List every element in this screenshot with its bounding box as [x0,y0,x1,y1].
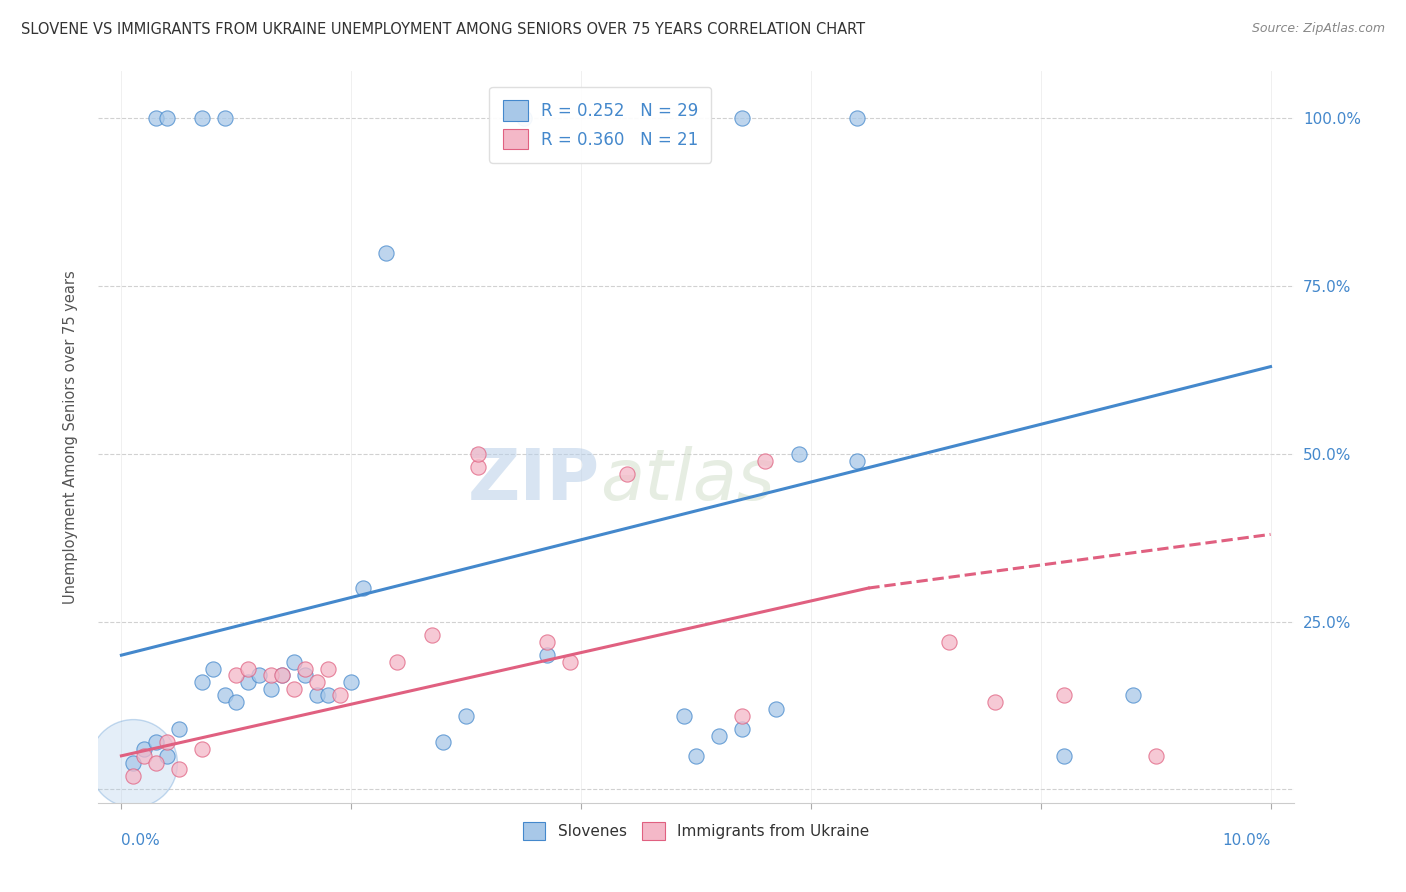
Point [685,748,707,763]
Point [271,668,294,682]
Point [156,112,179,126]
Point [122,756,145,770]
Point [512,112,534,126]
Point [316,662,339,676]
Point [225,668,247,682]
Point [236,662,259,676]
Point [385,655,409,669]
Point [134,742,156,756]
Point [294,662,316,676]
Text: Source: ZipAtlas.com: Source: ZipAtlas.com [1251,22,1385,36]
Text: atlas: atlas [600,447,775,516]
Point [316,689,339,703]
Text: SLOVENE VS IMMIGRANTS FROM UKRAINE UNEMPLOYMENT AMONG SENIORS OVER 75 YEARS CORR: SLOVENE VS IMMIGRANTS FROM UKRAINE UNEMP… [21,22,865,37]
Point [845,453,868,467]
Point [145,756,167,770]
Point [329,689,352,703]
Point [225,695,247,709]
Point [673,708,696,723]
Point [260,681,283,696]
Point [145,112,167,126]
Point [707,729,730,743]
Point [374,245,396,260]
Point [432,735,454,749]
Point [1122,689,1144,703]
Point [1053,689,1076,703]
Point [305,689,328,703]
Point [420,628,443,642]
Text: ZIP: ZIP [468,447,600,516]
Point [558,655,581,669]
Point [122,769,145,783]
Point [283,681,305,696]
Point [191,112,214,126]
Point [202,662,225,676]
Point [616,467,638,481]
Point [214,112,236,126]
Point [271,668,294,682]
Point [191,675,214,690]
Point [789,447,811,461]
Point [765,702,787,716]
Point [938,634,960,648]
Point [352,581,374,595]
Point [156,735,179,749]
Point [145,735,167,749]
Y-axis label: Unemployment Among Seniors over 75 years: Unemployment Among Seniors over 75 years [63,270,77,604]
Legend: Slovenes, Immigrants from Ukraine: Slovenes, Immigrants from Ukraine [516,815,876,847]
Point [456,708,478,723]
Point [122,756,145,770]
Point [260,668,283,682]
Point [731,112,754,126]
Point [467,460,489,475]
Point [294,668,316,682]
Text: 0.0%: 0.0% [121,833,160,848]
Text: 10.0%: 10.0% [1222,833,1271,848]
Point [536,648,558,662]
Point [191,742,214,756]
Point [247,668,270,682]
Point [156,748,179,763]
Point [984,695,1007,709]
Point [754,453,776,467]
Point [536,634,558,648]
Point [731,708,754,723]
Point [845,112,868,126]
Point [134,748,156,763]
Point [1053,748,1076,763]
Point [340,675,363,690]
Point [167,722,190,736]
Point [1144,748,1167,763]
Point [283,655,305,669]
Point [236,675,259,690]
Point [731,722,754,736]
Point [167,762,190,776]
Point [305,675,328,690]
Point [467,447,489,461]
Point [214,689,236,703]
